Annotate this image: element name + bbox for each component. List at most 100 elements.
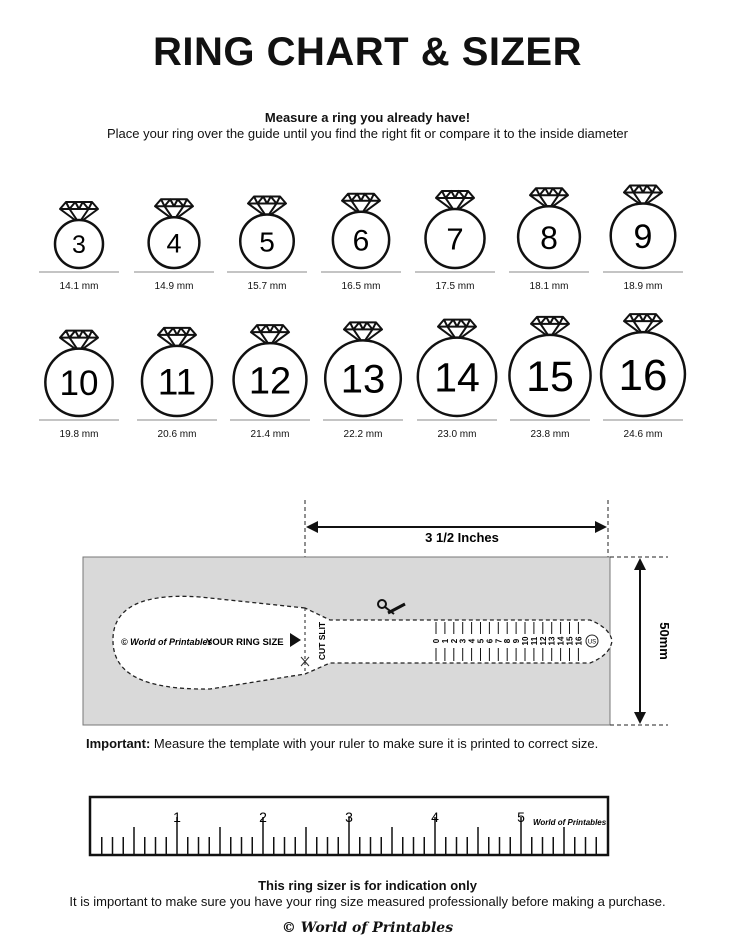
scissors-icon	[377, 599, 406, 615]
us-badge	[585, 634, 599, 648]
ring-circle	[516, 204, 582, 270]
indication-text: It is important to make sure you have yo…	[69, 894, 666, 909]
ring-size-label: 5	[259, 226, 275, 257]
diamond-icon	[623, 313, 663, 337]
ring-diameter: 22.2 mm	[343, 429, 383, 440]
diamond-icon	[157, 326, 197, 350]
ring-diameter: 16.5 mm	[341, 281, 381, 292]
indication-heading: This ring sizer is for indication only	[258, 878, 477, 893]
scale-number: 11	[530, 636, 539, 645]
ring-circle	[331, 210, 391, 270]
ring-diameter: 23.8 mm	[530, 429, 570, 440]
ring-circle	[232, 341, 308, 418]
ring-diameter: 18.1 mm	[529, 281, 569, 292]
important-text: Measure the template with your ruler to …	[150, 736, 599, 751]
ring-size-16: 16	[599, 313, 687, 421]
ring-size-label: 4	[166, 228, 181, 258]
ruler-inch-label: 5	[517, 809, 525, 825]
subtitle-bold: Measure a ring you already have!	[264, 110, 471, 125]
diamond-icon	[341, 192, 381, 216]
ring-size-label: 6	[353, 225, 370, 258]
ruler-inch-label: 2	[259, 809, 267, 825]
ruler-brand: World of Printables	[533, 818, 607, 827]
sizer-brand: © World of Printables	[121, 637, 212, 647]
scale-number: 8	[503, 638, 512, 643]
ring-size-label: 3	[72, 231, 86, 259]
scale-number: 6	[485, 638, 494, 643]
ring-size-label: 16	[619, 351, 668, 400]
ring-size-label: 14	[434, 355, 480, 401]
ring-diameter: 14.9 mm	[154, 281, 194, 292]
subtitle: Place your ring over the guide until you…	[106, 126, 628, 141]
ring-size-12: 12	[230, 324, 310, 421]
ring-size-5: 5	[227, 195, 307, 273]
diamond-icon	[59, 329, 99, 353]
ring-diameter: 23.0 mm	[437, 429, 477, 440]
us-badge-label: US	[588, 640, 596, 646]
width-label: 3 1/2 Inches	[425, 530, 499, 545]
scale-number: 9	[512, 638, 521, 643]
diamond-icon	[530, 315, 570, 339]
ring-size-3: 3	[39, 201, 119, 273]
sizer-template: 3 1/2 Inches 50mm © World of Printables …	[82, 500, 672, 726]
ring-size-label: 10	[60, 364, 99, 403]
ring-diameter: 24.6 mm	[623, 429, 663, 440]
ring-diameter: 18.9 mm	[623, 281, 663, 292]
page-title: RING CHART & SIZER	[153, 30, 582, 74]
ring-diameter: 17.5 mm	[435, 281, 475, 292]
ring-size-label: 8	[540, 220, 558, 256]
ring-size-label: 9	[634, 218, 653, 256]
important-label: Important:	[86, 736, 151, 751]
ring-size-7: 7	[415, 189, 495, 273]
diamond-icon	[437, 318, 477, 342]
scale-number: 16	[574, 636, 583, 645]
scale-number: 4	[468, 638, 477, 643]
ring-circle	[323, 339, 403, 418]
ring-circle	[238, 213, 296, 270]
important-note: Important: Measure the template with you…	[86, 736, 598, 751]
scale-number: 3	[459, 638, 468, 643]
ruler-inch-label: 3	[345, 809, 353, 825]
height-label: 50mm	[657, 622, 672, 660]
ring-size-label: 13	[341, 358, 386, 402]
sizer-cutout[interactable]	[112, 595, 613, 690]
ring-circle	[508, 333, 592, 418]
ring-diameter: 14.1 mm	[59, 281, 99, 292]
ring-size-4: 4	[134, 198, 214, 273]
ring-circle	[424, 207, 486, 270]
ring-circle	[53, 218, 105, 270]
diamond-icon	[154, 198, 194, 222]
ring-size-label: 11	[158, 361, 196, 402]
ring-size-6: 6	[321, 192, 401, 273]
footer-brand: © World of Printables	[281, 920, 454, 936]
ring-chart: 3 4 5 6 7 8 9 10 11 12 13 14 15 16	[39, 184, 687, 421]
scale-number: 1	[441, 638, 450, 643]
arrow-right-icon	[290, 633, 301, 647]
ring-diameter: 15.7 mm	[247, 281, 287, 292]
ring-size-label: 12	[249, 360, 291, 402]
diamond-icon	[250, 324, 290, 348]
diamond-icon	[529, 187, 569, 211]
ring-circle	[140, 344, 214, 418]
ring-diameter: 19.8 mm	[59, 429, 99, 440]
ring-circle	[416, 336, 498, 418]
ring-diameter: 21.4 mm	[250, 429, 290, 440]
ring-size-14: 14	[416, 318, 498, 421]
scale-number: 14	[557, 636, 566, 645]
ring-size-9: 9	[603, 184, 683, 273]
diamond-icon	[343, 321, 383, 345]
your-ring-size-label: YOUR RING SIZE	[206, 637, 284, 648]
ring-size-label: 7	[446, 222, 463, 257]
ring-diameter: 20.6 mm	[157, 429, 197, 440]
scale-number: 0	[432, 638, 441, 643]
diamond-icon	[247, 195, 287, 219]
diamond-icon	[59, 201, 99, 224]
ring-size-11: 11	[137, 326, 217, 421]
scale-number: 12	[539, 636, 548, 645]
scale-number: 13	[548, 636, 557, 645]
scale-number: 5	[477, 638, 486, 643]
ring-circle	[599, 330, 687, 418]
ruler-inch-label: 4	[431, 809, 439, 825]
ring-size-8: 8	[509, 187, 589, 273]
scale-number: 2	[450, 638, 459, 643]
